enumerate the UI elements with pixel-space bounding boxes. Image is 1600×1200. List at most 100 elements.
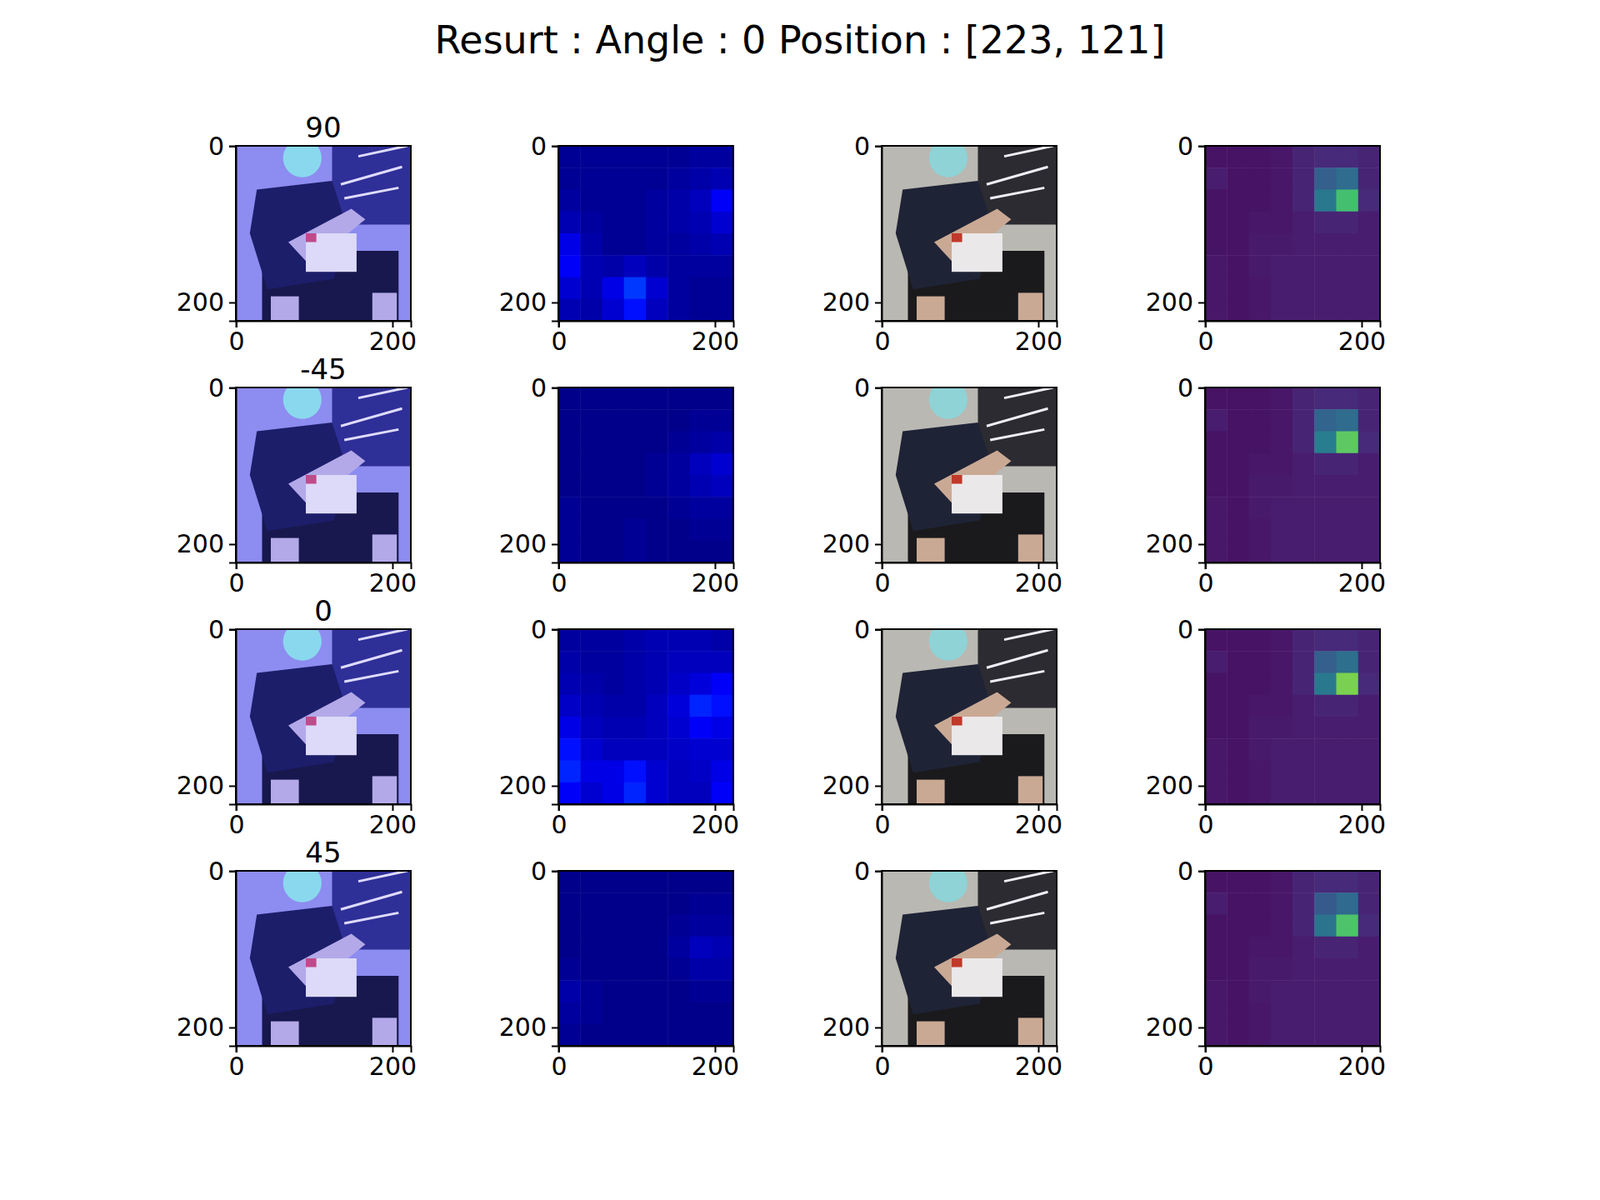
heatmap-cell <box>1249 760 1272 784</box>
y-axis-line <box>1198 388 1206 564</box>
y-axis: 0200 <box>1145 373 1206 564</box>
y-tick-mark <box>875 629 882 631</box>
y-tick: 200 <box>499 770 559 800</box>
photo-leg <box>916 296 945 321</box>
heatmap-cell <box>1336 167 1360 190</box>
frame <box>235 629 411 805</box>
heatmap-cell <box>1270 738 1294 761</box>
heatmap-cell <box>1226 695 1250 718</box>
y-axis: 0200 <box>176 856 237 1047</box>
heatmap-cell <box>1314 299 1337 321</box>
heatmap-cell <box>624 211 647 235</box>
heatmap-cell <box>667 190 690 213</box>
heatmap-cell <box>690 629 713 652</box>
heatmap-cell <box>1226 673 1250 696</box>
heatmap-cell <box>580 650 603 674</box>
x-tick-label: 200 <box>369 568 417 598</box>
y-tick-mark <box>875 870 882 873</box>
heatmap-cell <box>1226 629 1250 652</box>
heatmap-cell <box>690 387 713 410</box>
photo-light <box>344 670 399 682</box>
heatmap-cell <box>1292 695 1315 718</box>
heatmap-cell <box>624 958 647 981</box>
y-axis: 0 200 <box>1145 856 1206 1047</box>
heatmap-cell <box>667 145 690 169</box>
heatmap-cell <box>558 760 581 784</box>
heatmap-cell <box>711 673 734 696</box>
heatmap-cell <box>602 145 625 169</box>
heatmap-cell <box>1205 936 1228 960</box>
heatmap-cell <box>624 277 647 300</box>
heatmap-cell <box>690 915 713 938</box>
photo-leg <box>916 538 945 563</box>
y-tick: 200 <box>822 287 882 317</box>
photo-leg <box>1018 1017 1043 1046</box>
heatmap-cell <box>580 409 603 432</box>
heatmap-cell <box>624 496 647 520</box>
heatmap-cell <box>645 211 669 235</box>
photo-leg <box>270 296 300 321</box>
y-tick-mark <box>875 301 882 304</box>
heatmap-cell <box>558 145 581 169</box>
heatmap-cell <box>580 760 603 784</box>
photo-box-print <box>951 716 963 726</box>
heatmap-cell <box>1205 453 1228 476</box>
heatmap-cell <box>1205 650 1228 674</box>
x-tick-label: 0 <box>874 568 890 598</box>
y-tick-label: 0 <box>1177 856 1194 886</box>
y-tick-label: 0 <box>1177 373 1194 403</box>
heatmap-cell <box>667 299 690 321</box>
heatmap-cell <box>1226 409 1250 432</box>
heatmap-cell <box>602 255 625 278</box>
photo-background <box>881 629 1057 805</box>
y-axis: 0200 <box>822 615 883 805</box>
y-tick-label: 0 <box>530 856 547 886</box>
heatmap-cell <box>1358 760 1380 784</box>
frame <box>1205 629 1380 805</box>
heatmap-cell <box>624 716 647 740</box>
heatmap-cell <box>1249 892 1272 915</box>
y-tick-label: 200 <box>822 1012 870 1042</box>
photo-light <box>1004 145 1054 157</box>
heatmap-cell <box>1205 233 1228 256</box>
heatmap-cell <box>1336 211 1360 235</box>
heatmap-cell <box>558 255 581 278</box>
heatmap-cell <box>1292 1002 1315 1025</box>
frame <box>1205 145 1380 321</box>
y-axis-line <box>551 871 560 1047</box>
heatmap-cell <box>624 1024 647 1046</box>
heatmap-cell <box>645 1002 669 1025</box>
x-tick-label: 0 <box>1197 810 1214 840</box>
heatmap-cell <box>1292 277 1315 300</box>
frame <box>235 387 411 563</box>
heatmap-cell <box>645 892 669 915</box>
heatmap-cell <box>1249 475 1272 498</box>
x-tick: 0 <box>228 320 245 356</box>
frame <box>235 145 411 321</box>
heatmap-cell <box>645 716 669 740</box>
heatmap-cell <box>1314 233 1337 256</box>
plot-area <box>1205 387 1380 563</box>
heatmap-cell <box>711 892 734 915</box>
y-axis-line <box>875 388 883 564</box>
heatmap-cell <box>1249 915 1272 938</box>
frame <box>881 629 1057 805</box>
heatmap-cell <box>1292 738 1315 761</box>
y-tick-mark <box>875 543 882 545</box>
y-tick: 200 <box>1145 1012 1205 1042</box>
y-tick-mark <box>229 785 236 787</box>
plot-area <box>235 629 411 805</box>
heatmap-cell <box>1336 650 1360 674</box>
heatmap-cell <box>580 519 603 542</box>
photo-head <box>283 145 322 178</box>
x-tick: 0 <box>550 320 567 356</box>
heatmap-cell <box>1226 233 1250 256</box>
x-tick: 200 <box>1338 320 1386 356</box>
heatmap-cell <box>602 782 625 805</box>
heatmap-cell <box>667 1024 690 1046</box>
y-axis-line <box>229 146 237 322</box>
panel: 02000200 <box>1145 373 1386 599</box>
heatmap-cell <box>1205 629 1228 652</box>
x-tick: 200 <box>1015 320 1063 356</box>
heatmap-cell <box>602 673 625 696</box>
